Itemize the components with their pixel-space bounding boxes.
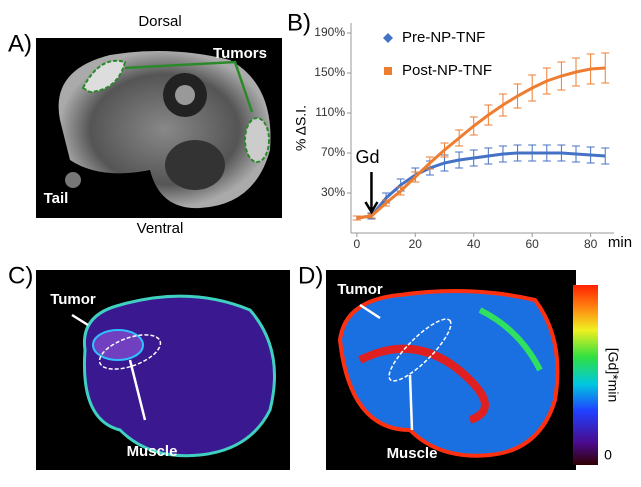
tissue-map bbox=[337, 289, 560, 458]
hotspot bbox=[478, 307, 543, 372]
y-tick-label: 30% bbox=[321, 185, 345, 199]
colorbar-tick: 0 bbox=[604, 447, 612, 463]
y-tick-label: 70% bbox=[321, 145, 345, 159]
x-tick-label: 0 bbox=[354, 237, 361, 251]
organ bbox=[165, 140, 225, 190]
arrow bbox=[71, 313, 147, 421]
y-tick-label: 150% bbox=[314, 65, 345, 79]
organ bbox=[175, 85, 195, 105]
legend-marker bbox=[384, 67, 392, 75]
tumor-outline bbox=[81, 59, 127, 94]
annotation: Muscle bbox=[127, 443, 178, 460]
arrow bbox=[359, 303, 414, 431]
annotation: Tail bbox=[44, 190, 69, 207]
orientation-label: Ventral bbox=[137, 220, 184, 237]
hotspot bbox=[358, 344, 489, 424]
annotation: Muscle bbox=[387, 445, 438, 462]
panel-label: A) bbox=[8, 30, 32, 57]
x-tick-label: 40 bbox=[467, 237, 481, 251]
tumor-outline bbox=[244, 117, 270, 163]
annotation: Tumor bbox=[50, 291, 96, 308]
series-line bbox=[356, 66, 606, 220]
legend-label: Post-NP-TNF bbox=[402, 62, 492, 79]
annotation-arrow bbox=[364, 172, 379, 215]
annotation: Tumor bbox=[337, 281, 383, 298]
muscle-outline bbox=[98, 334, 162, 370]
legend-marker bbox=[383, 33, 393, 43]
series-line bbox=[356, 151, 606, 220]
orientation-label: Dorsal bbox=[138, 13, 181, 30]
panel-label: C) bbox=[8, 262, 33, 289]
annotation: Gd bbox=[355, 147, 379, 167]
muscle-outline bbox=[388, 318, 452, 382]
tail bbox=[65, 172, 81, 188]
legend-label: Pre-NP-TNF bbox=[402, 29, 485, 46]
x-tick-label: 20 bbox=[409, 237, 423, 251]
y-tick-label: 110% bbox=[315, 105, 345, 119]
x-tick-label: 60 bbox=[525, 237, 539, 251]
x-tick-label: 80 bbox=[584, 237, 598, 251]
panel-label: B) bbox=[287, 9, 311, 36]
colorbar bbox=[573, 285, 598, 465]
tumor-region bbox=[92, 329, 144, 361]
y-tick-label: 190% bbox=[314, 25, 345, 39]
panel-label: D) bbox=[298, 262, 323, 289]
arrow bbox=[124, 60, 254, 113]
y-axis-label: % ΔS.I. bbox=[293, 105, 309, 151]
colorbar-label: [Gd]*min bbox=[605, 348, 621, 402]
x-axis-label: min bbox=[608, 234, 632, 251]
annotation: Tumors bbox=[213, 45, 267, 62]
